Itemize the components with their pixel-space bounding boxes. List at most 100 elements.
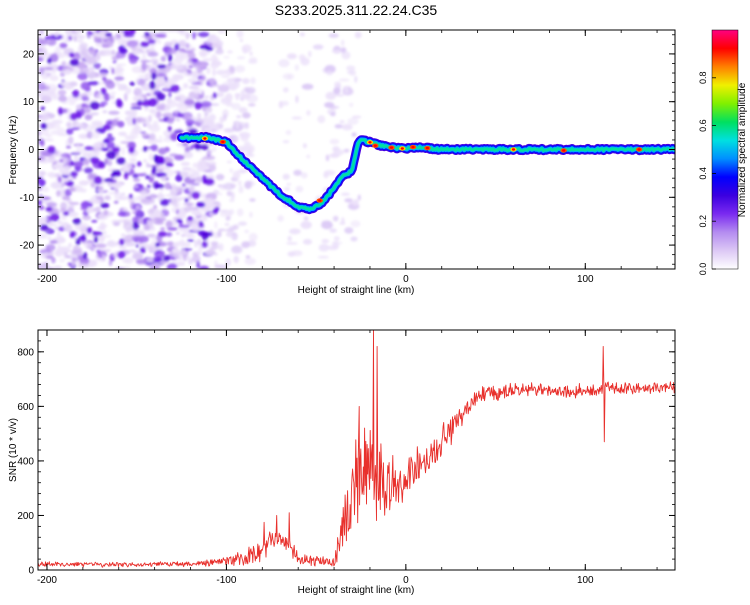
noise-blob bbox=[191, 255, 201, 263]
noise-blob bbox=[242, 78, 250, 84]
noise-blob bbox=[217, 231, 222, 238]
noise-blob bbox=[73, 245, 80, 251]
noise-blob bbox=[132, 252, 144, 260]
noise-blob bbox=[200, 144, 209, 151]
noise-blob bbox=[318, 243, 330, 252]
noise-blob bbox=[51, 257, 56, 264]
noise-blob bbox=[116, 157, 126, 165]
noise-blob bbox=[72, 89, 80, 98]
spectrogram-y-axis-label: Frequency (Hz) bbox=[8, 116, 19, 185]
colorbar-tick-label: 0.2 bbox=[698, 215, 708, 228]
noise-blob bbox=[130, 106, 142, 110]
y-tick-label: 400 bbox=[17, 456, 34, 467]
ridge-hotspot-core bbox=[318, 199, 322, 202]
noise-blob bbox=[144, 32, 150, 37]
noise-blob bbox=[71, 127, 79, 131]
noise-blob bbox=[235, 93, 240, 101]
noise-blob bbox=[178, 224, 191, 228]
noise-blob bbox=[57, 176, 62, 183]
noise-blob bbox=[100, 100, 108, 106]
noise-blob bbox=[299, 32, 305, 37]
noise-blob bbox=[201, 91, 205, 99]
noise-blob bbox=[218, 243, 224, 252]
noise-blob bbox=[104, 195, 111, 201]
noise-blob bbox=[129, 56, 138, 64]
noise-blob bbox=[236, 30, 244, 39]
noise-blob bbox=[195, 150, 203, 153]
noise-blob bbox=[212, 68, 216, 77]
noise-blob bbox=[40, 85, 51, 91]
noise-blob bbox=[350, 220, 361, 228]
noise-blob bbox=[135, 258, 147, 265]
noise-blob bbox=[238, 221, 247, 226]
noise-blob bbox=[324, 102, 335, 108]
noise-blob bbox=[57, 89, 67, 96]
noise-blob bbox=[142, 242, 148, 247]
noise-blob bbox=[117, 120, 125, 128]
ridge-hotspot-core bbox=[411, 145, 415, 149]
noise-blob bbox=[46, 122, 56, 126]
noise-blob bbox=[110, 182, 123, 189]
noise-blob bbox=[141, 83, 152, 91]
noise-blob bbox=[57, 107, 63, 116]
noise-blob bbox=[91, 130, 101, 139]
noise-blob bbox=[170, 132, 178, 141]
noise-blob bbox=[192, 32, 196, 40]
noise-blob bbox=[49, 240, 58, 244]
noise-blob bbox=[79, 256, 90, 265]
noise-blob bbox=[223, 56, 230, 59]
noise-blob bbox=[38, 205, 45, 210]
noise-blob bbox=[185, 119, 196, 125]
noise-blob bbox=[89, 101, 100, 110]
noise-blob bbox=[101, 41, 114, 48]
noise-blob bbox=[186, 234, 196, 239]
noise-blob bbox=[102, 110, 108, 114]
noise-blob bbox=[187, 216, 194, 221]
chart-title: S233.2025.311.22.24.C35 bbox=[275, 2, 438, 18]
noise-blob bbox=[159, 261, 170, 264]
noise-blob bbox=[150, 144, 158, 152]
y-tick-label: 0 bbox=[28, 566, 34, 577]
noise-blob bbox=[226, 190, 232, 197]
noise-blob bbox=[64, 188, 72, 197]
noise-blob bbox=[226, 160, 232, 164]
noise-blob bbox=[306, 154, 311, 159]
noise-blob bbox=[203, 126, 210, 133]
noise-blob bbox=[118, 131, 127, 136]
noise-blob bbox=[97, 161, 106, 169]
noise-blob bbox=[178, 253, 182, 261]
noise-blob bbox=[152, 165, 157, 173]
noise-blob bbox=[317, 115, 326, 124]
noise-blob bbox=[41, 128, 50, 137]
noise-blob bbox=[194, 101, 203, 110]
noise-blob bbox=[283, 87, 289, 93]
noise-blob bbox=[189, 173, 196, 180]
noise-blob bbox=[140, 229, 146, 232]
snr-plot-area bbox=[38, 330, 675, 568]
noise-blob bbox=[197, 31, 210, 38]
noise-blob bbox=[160, 198, 170, 207]
colorbar-tick-label: 0.0 bbox=[698, 263, 708, 276]
noise-blob bbox=[123, 257, 134, 264]
noise-blob bbox=[221, 75, 230, 78]
noise-blob bbox=[135, 45, 143, 51]
noise-blob bbox=[222, 81, 233, 86]
noise-blob bbox=[350, 236, 358, 242]
noise-blob bbox=[53, 265, 62, 269]
noise-blob bbox=[163, 255, 170, 262]
noise-blob bbox=[38, 199, 43, 206]
noise-blob bbox=[291, 250, 303, 257]
noise-blob bbox=[225, 216, 231, 221]
noise-blob bbox=[39, 39, 49, 46]
noise-blob bbox=[69, 231, 76, 239]
noise-blob bbox=[92, 149, 100, 157]
noise-blob bbox=[80, 50, 85, 57]
noise-blob bbox=[177, 210, 185, 218]
noise-blob bbox=[142, 54, 146, 57]
noise-blob bbox=[182, 151, 194, 159]
noise-blob bbox=[137, 220, 145, 224]
noise-blob bbox=[199, 265, 209, 269]
noise-blob bbox=[321, 239, 330, 244]
noise-blob bbox=[40, 106, 45, 111]
noise-blob bbox=[286, 242, 298, 245]
